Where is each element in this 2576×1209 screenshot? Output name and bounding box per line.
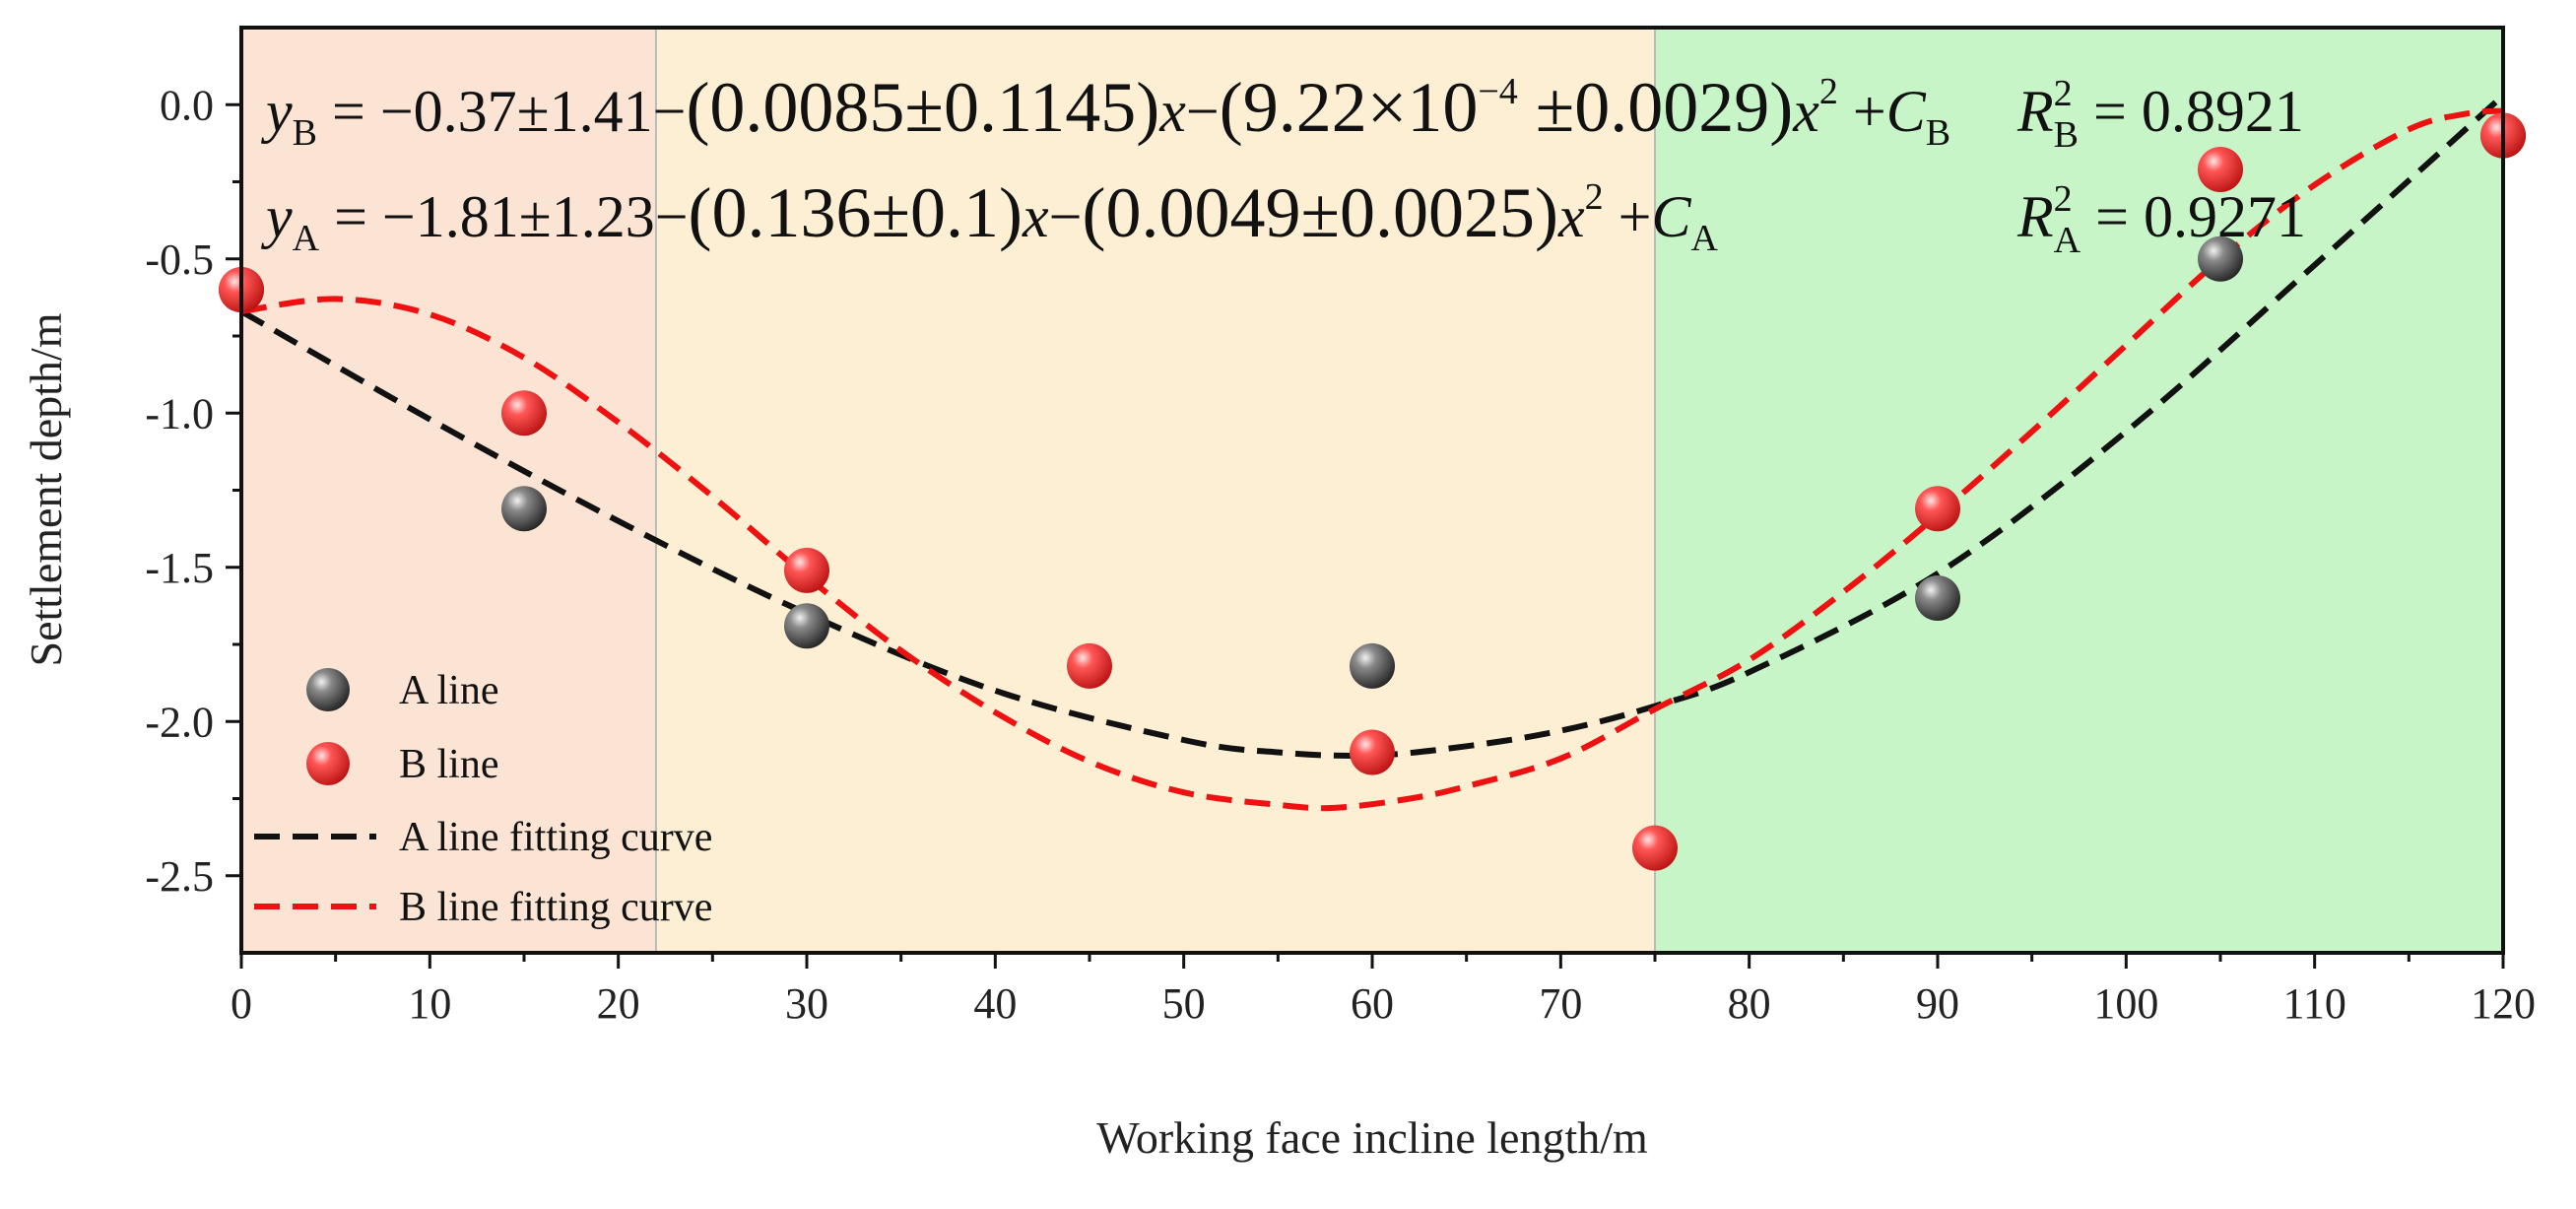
fitting-curves [241,93,2503,812]
x-tick-label: 110 [2282,979,2345,1028]
legend-b-fit-label: B line fitting curve [399,885,712,930]
b-line-point [1632,825,1678,871]
data-points [219,112,2526,871]
x-axis-title: Working face incline length/m [1096,1112,1648,1163]
y-tick-label: -1.5 [145,544,214,592]
x-tick-label: 30 [785,979,828,1028]
y-tick-label: 0.0 [160,81,214,129]
region-1 [655,28,1655,953]
x-tick-label: 70 [1539,979,1582,1028]
a-line-point [501,486,547,532]
region-2 [1655,28,2503,953]
y-tick-label: -0.5 [145,235,214,284]
legend-b-line-marker [306,742,350,785]
a-line-point [784,603,829,649]
legend-a-line-label: A line [399,668,499,713]
y-axis: 0.0 -0.5 -1.0 -1.5 -2.0 -2.5 [145,81,241,901]
x-tick-label: 10 [408,979,451,1028]
r-squared-a: R2 A = 0.9271 [2016,178,2306,261]
y-tick-label: -2.5 [145,852,214,901]
b-line-point [2198,146,2243,192]
legend-a-line-marker [306,668,350,711]
x-tick-label: 100 [2093,979,2158,1028]
b-line-point [501,390,547,437]
b-line-point [1067,642,1112,689]
y-axis-title: Settlement depth/m [21,312,71,666]
x-tick-label: 60 [1351,979,1394,1028]
a-line-fitting-curve [241,93,2503,760]
x-tick-label: 50 [1162,979,1206,1028]
a-line-point [2198,235,2243,282]
b-line-point [1350,729,1395,775]
background-regions [241,28,2503,953]
x-axis: 0 10 20 30 40 50 60 70 80 90 100 110 120 [231,953,2536,1028]
b-line-point [784,547,829,593]
x-tick-label: 20 [597,979,640,1028]
x-tick-label: 120 [2471,979,2536,1028]
a-line-point [1350,642,1395,689]
r-squared-b: R2 B = 0.8921 [2016,73,2304,156]
legend-a-fit-label: A line fitting curve [399,815,712,860]
b-line-point [1915,486,1960,532]
equation-a: yA = −1.81±1.23−(0.136±0.1)x−(0.0049±0.0… [260,173,1718,259]
x-tick-label: 40 [973,979,1017,1028]
y-tick-label: -2.0 [145,698,214,746]
y-tick-label: -1.0 [145,389,214,437]
x-tick-label: 0 [231,979,252,1028]
b-line-fitting-curve [241,107,2503,812]
a-line-point [1915,575,1960,622]
legend: A line B line A line fitting curve B lin… [254,668,712,930]
x-tick-label: 80 [1728,979,1771,1028]
region-0 [241,28,656,953]
x-tick-label: 90 [1916,979,1959,1028]
equation-b: yB = −0.37±1.41−(0.0085±0.1145)x−(9.22×1… [260,68,1950,154]
legend-b-line-label: B line [399,742,499,787]
